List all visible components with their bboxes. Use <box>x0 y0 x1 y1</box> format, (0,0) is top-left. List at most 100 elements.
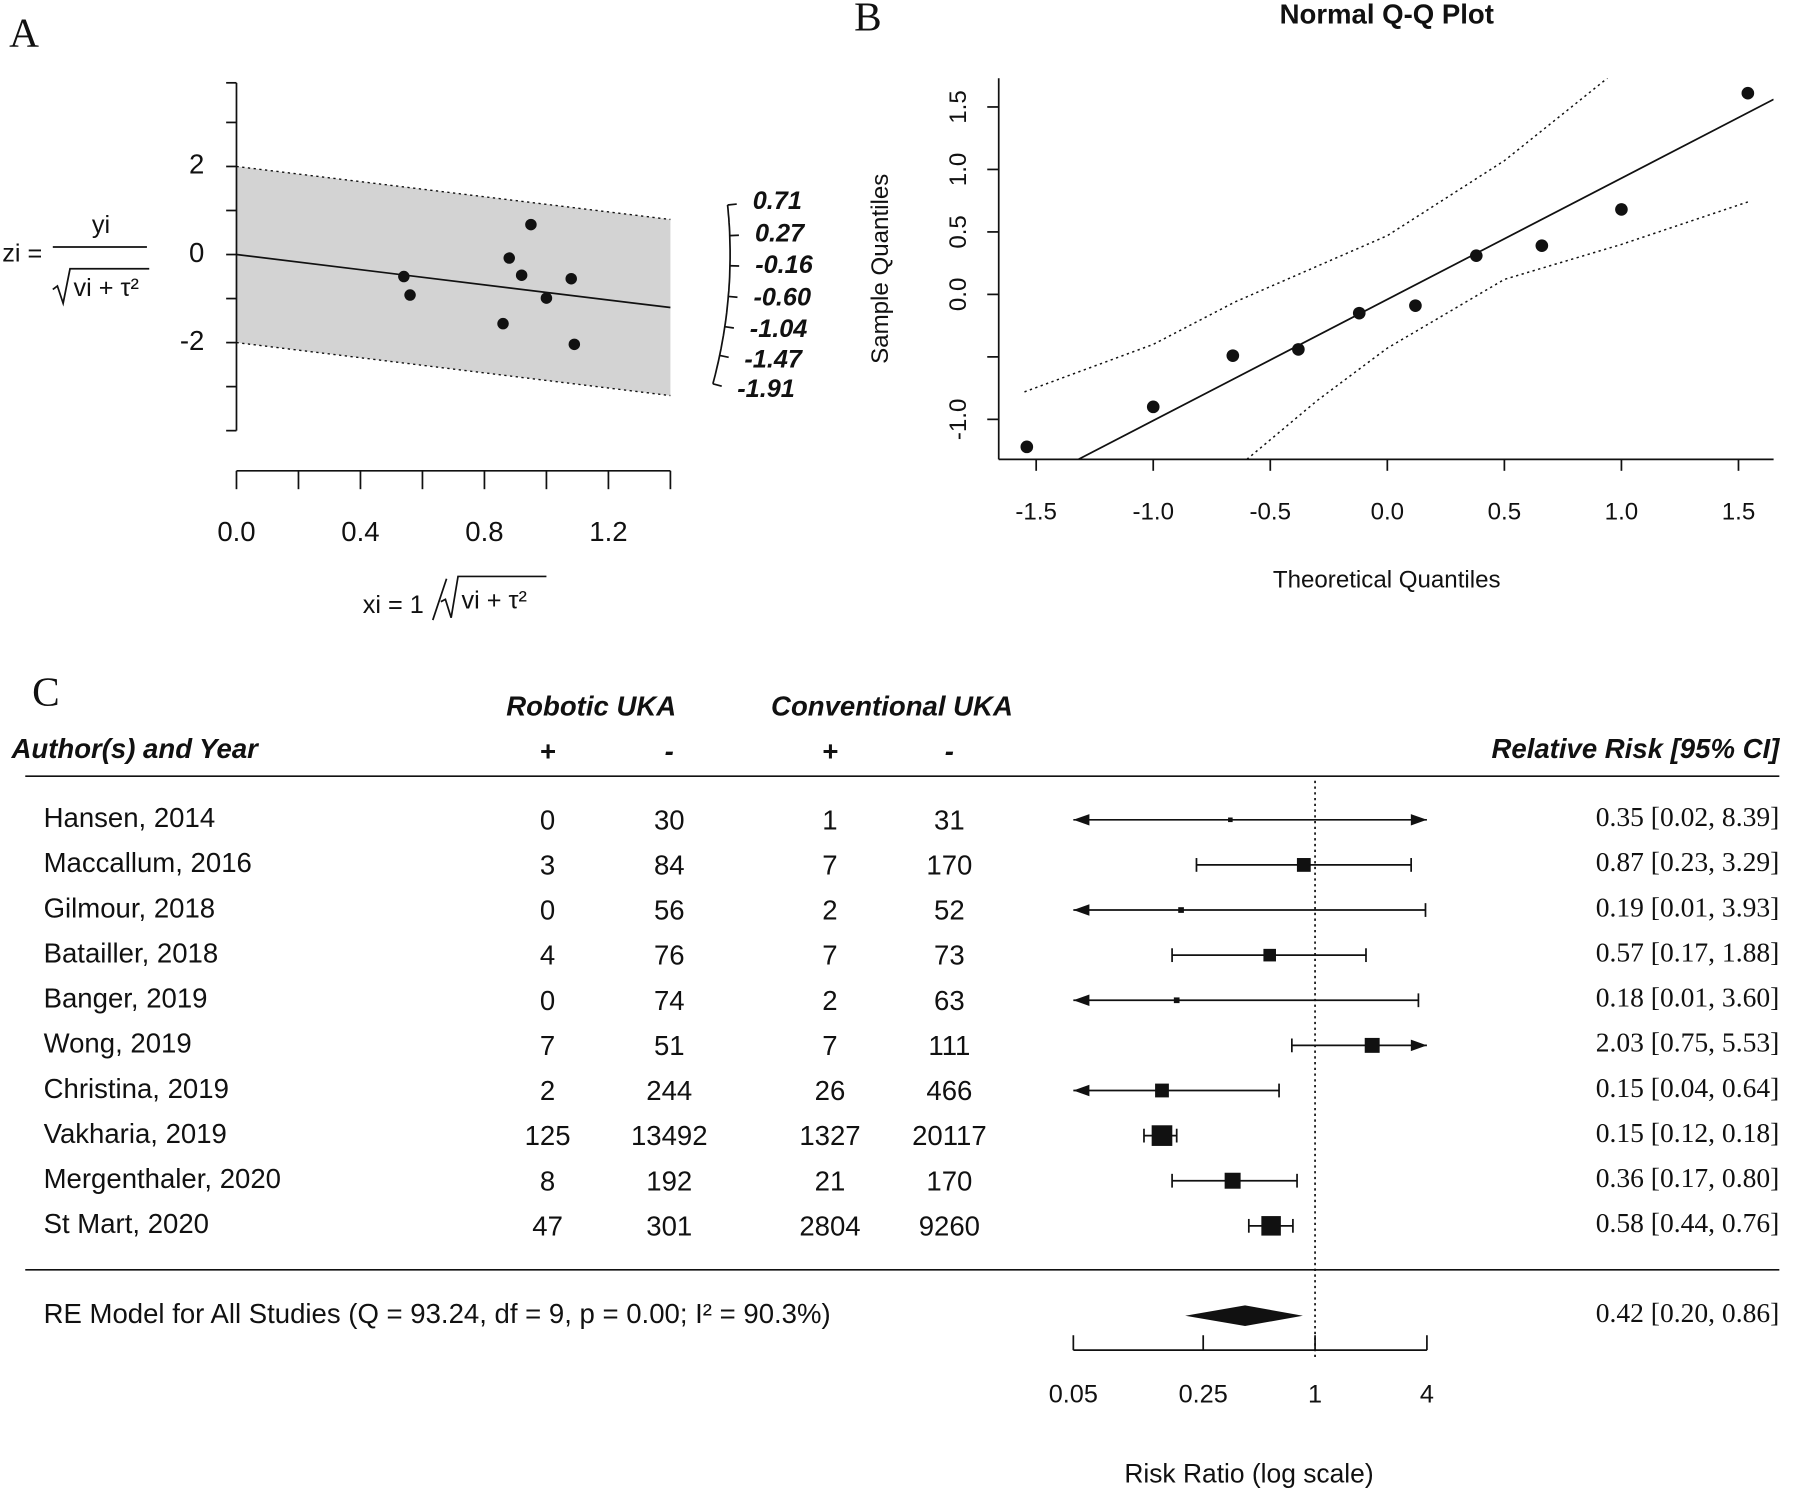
estimate-square <box>1224 1172 1241 1189</box>
y-tick-label: 0.0 <box>945 278 972 312</box>
point <box>503 252 515 264</box>
x-tick-label: 0.8 <box>465 516 503 547</box>
count: 7 <box>540 1030 555 1061</box>
band-edge <box>236 165 671 221</box>
panel-letter: B <box>854 0 882 39</box>
count: 1 <box>822 804 837 835</box>
study-label: Mergenthaler, 2020 <box>44 1163 281 1194</box>
point <box>398 270 410 283</box>
y-tick-label: 1.0 <box>945 153 972 187</box>
group-header: Conventional UKA <box>771 691 1013 722</box>
column-header: - <box>945 736 954 767</box>
count: 21 <box>815 1165 846 1196</box>
x-tick-label: 1.5 <box>1722 499 1756 526</box>
count: 8 <box>540 1165 555 1196</box>
sqrt-sign <box>52 267 150 307</box>
count: 2 <box>540 1075 555 1106</box>
count: 192 <box>646 1165 692 1196</box>
y-tick-label: -1.0 <box>945 399 972 441</box>
count: 73 <box>934 940 965 971</box>
count: 74 <box>654 985 685 1016</box>
column-header: Author(s) and Year <box>10 733 259 764</box>
x-axis-label: xi = 1 <box>363 591 424 619</box>
arc-tick-label: 0.27 <box>755 219 806 247</box>
x-tick-label: 1.2 <box>589 516 627 547</box>
count: 7 <box>822 1030 837 1061</box>
summary-diamond <box>1185 1305 1303 1327</box>
count: 7 <box>822 849 837 880</box>
count: 125 <box>525 1120 571 1151</box>
y-tick-label: 1.5 <box>945 90 972 124</box>
chart-title: Normal Q-Q Plot <box>1280 0 1494 30</box>
value-label: 0.15 [0.04, 0.64] <box>1596 1072 1780 1103</box>
sqrt-sign <box>440 575 547 619</box>
estimate-square <box>1364 1037 1380 1053</box>
column-header: + <box>540 736 556 767</box>
point <box>1741 86 1755 100</box>
x-tick-label: 0.5 <box>1488 499 1522 526</box>
value-label: 0.42 [0.20, 0.86] <box>1596 1297 1780 1328</box>
study-label: Hansen, 2014 <box>44 802 216 833</box>
confidence-band <box>1246 201 1749 460</box>
count: 466 <box>926 1075 972 1106</box>
estimate-square <box>1155 1083 1169 1098</box>
panel-letter: C <box>32 668 60 714</box>
point <box>1292 343 1305 356</box>
point <box>540 292 553 304</box>
clip-arrow <box>1073 904 1090 916</box>
clip-arrow <box>1073 1084 1090 1097</box>
column-header: Relative Risk [95% CI] <box>1491 733 1780 764</box>
estimate-square <box>1173 997 1180 1004</box>
value-label: 0.19 [0.01, 3.93] <box>1596 891 1780 922</box>
count: 0 <box>540 895 555 926</box>
point <box>404 289 416 301</box>
y-axis-label: Sample Quantiles <box>867 174 894 364</box>
arc-tick <box>727 203 737 206</box>
count: 0 <box>540 985 555 1016</box>
count: 56 <box>654 895 685 926</box>
value-label: 0.58 [0.44, 0.76] <box>1596 1207 1780 1238</box>
arc-tick <box>712 382 722 388</box>
count: 2 <box>822 985 837 1016</box>
value-label: 0.57 [0.17, 1.88] <box>1596 936 1780 967</box>
point <box>1469 249 1483 262</box>
count: 47 <box>532 1210 563 1241</box>
value-label: 2.03 [0.75, 5.53] <box>1596 1027 1780 1058</box>
count: 84 <box>654 849 685 880</box>
estimate-square <box>1296 858 1311 872</box>
slash <box>431 578 448 621</box>
value-label: 0.36 [0.17, 0.80] <box>1596 1162 1780 1193</box>
count: 301 <box>646 1210 692 1241</box>
x-tick-label: 0.05 <box>1049 1381 1098 1409</box>
y-tick-label: -2 <box>180 325 205 356</box>
point <box>515 269 528 281</box>
estimate-square <box>1263 948 1276 962</box>
count: 4 <box>540 940 555 971</box>
y-tick-label: 0 <box>189 237 204 268</box>
point <box>1409 299 1422 312</box>
study-label: Banger, 2019 <box>44 983 208 1014</box>
x-tick-label: -1.0 <box>1132 499 1174 526</box>
value-label: 0.18 [0.01, 3.60] <box>1596 982 1780 1013</box>
x-tick-label: 4 <box>1420 1381 1434 1409</box>
reference-line <box>1076 98 1774 460</box>
study-label: Gilmour, 2018 <box>44 892 216 923</box>
arc-tick-label: -1.91 <box>737 375 795 403</box>
x-tick-label: 0.0 <box>1371 499 1405 526</box>
clip-arrow <box>1410 814 1427 826</box>
study-label: St Mart, 2020 <box>44 1208 209 1239</box>
point <box>1020 440 1034 454</box>
count: 170 <box>926 1165 972 1196</box>
count: 7 <box>822 940 837 971</box>
count: 244 <box>646 1075 692 1106</box>
count: 30 <box>654 804 685 835</box>
y-axis-label: vi + τ² <box>73 274 138 302</box>
count: 52 <box>934 895 965 926</box>
group-header: Robotic UKA <box>506 691 676 722</box>
count: 31 <box>934 804 965 835</box>
estimate-square <box>1151 1125 1173 1146</box>
x-tick-label: 1 <box>1308 1381 1322 1409</box>
estimate-square <box>1178 907 1184 913</box>
y-axis-label: yi <box>92 211 110 239</box>
column-header: - <box>665 736 674 767</box>
